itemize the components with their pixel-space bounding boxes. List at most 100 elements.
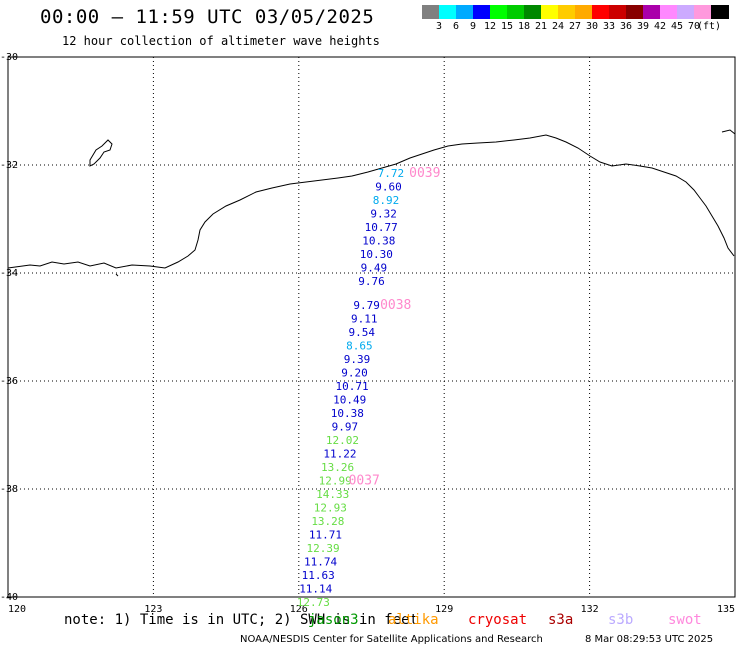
lat-lon-grid (7, 56, 736, 598)
satellite-s3a: s3a (548, 612, 574, 628)
wave-height-value: 9.20 (341, 367, 368, 380)
legend-swatch (490, 5, 508, 19)
wave-height-value: 9.32 (370, 207, 397, 220)
legend-label: 15 (500, 21, 514, 32)
wave-height-value: 12.73 (297, 596, 330, 609)
pass-time-label: 0037 (349, 474, 380, 489)
legend-label: 39 (636, 21, 650, 32)
wave-height-value: 9.39 (344, 353, 371, 366)
wave-height-value: 9.49 (361, 261, 388, 274)
satellite-s3b: s3b (608, 612, 634, 628)
wave-height-value: 9.79 (353, 299, 380, 312)
wave-height-value: 9.60 (375, 180, 402, 193)
satellite-swot: swot (668, 612, 702, 628)
legend-label: 33 (602, 21, 616, 32)
legend-swatch (643, 5, 661, 19)
legend-label: 27 (568, 21, 582, 32)
legend-label: 18 (517, 21, 531, 32)
lat-tick-label: -36 (0, 376, 18, 387)
lon-tick-label: 120 (8, 604, 26, 615)
wave-height-value: 9.11 (351, 313, 378, 326)
legend-label: 30 (585, 21, 599, 32)
legend-swatch (626, 5, 644, 19)
wave-height-value: 14.33 (316, 488, 349, 501)
coastline (7, 129, 736, 277)
legend-swatch (473, 5, 491, 19)
australia-coast (7, 134, 735, 269)
wave-height-value: 7.72 (378, 167, 405, 180)
lat-tick-label: -40 (0, 592, 18, 603)
lat-tick-label: -38 (0, 484, 18, 495)
axis-ticks: 120 123 126 129 132 135 -30 -32 -34 -36 -38 -40 (0, 52, 735, 615)
wave-height-value: 12.93 (314, 502, 347, 515)
legend-swatch (677, 5, 695, 19)
wave-height-value: 10.71 (336, 380, 369, 393)
legend-label: 42 (653, 21, 667, 32)
legend-swatch (524, 5, 542, 19)
wave-height-value: 11.63 (302, 569, 335, 582)
wave-height-value: 10.38 (362, 234, 395, 247)
wave-height-value: 10.38 (331, 407, 364, 420)
map-title: 00:00 – 11:59 UTC 03/05/2025 (40, 6, 375, 28)
legend-swatch (541, 5, 559, 19)
wave-height-value: 11.22 (323, 448, 356, 461)
wave-height-value: 8.92 (373, 194, 400, 207)
lat-tick-label: -34 (0, 268, 18, 279)
satellite-altika: altika (388, 612, 439, 628)
wave-height-value: 8.65 (346, 340, 373, 353)
pass-time-label: 0039 (409, 166, 440, 181)
legend-swatch (558, 5, 576, 19)
legend-label: 6 (452, 21, 460, 32)
legend-swatch (660, 5, 678, 19)
wave-height-value: 12.39 (306, 542, 339, 555)
legend-label: 12 (483, 21, 497, 32)
wave-height-value: 9.54 (349, 326, 376, 339)
island-coast (721, 129, 736, 135)
lat-tick-label: -30 (0, 52, 18, 63)
legend-label: 3 (435, 21, 443, 32)
legend-swatch (422, 5, 440, 19)
wave-height-value: 11.71 (309, 529, 342, 542)
wave-height-value: 10.30 (360, 248, 393, 261)
wave-height-value: 10.77 (365, 221, 398, 234)
wave-height-value: 12.99 (319, 475, 352, 488)
satellite-cryosat: cryosat (468, 612, 528, 628)
legend-swatch (694, 5, 712, 19)
lon-tick-label: 135 (717, 604, 735, 615)
wave-height-value: 9.97 (332, 421, 359, 434)
wave-height-value: 11.74 (304, 556, 337, 569)
wave-height-value: 10.49 (333, 394, 366, 407)
footer-timestamp: 8 Mar 08:29:53 UTC 2025 (585, 634, 714, 645)
note-text: note: 1) Time is in UTC; 2) SWH is in fe… (64, 612, 419, 628)
lon-tick-label: 126 (290, 604, 308, 615)
lon-tick-label: 129 (435, 604, 453, 615)
satellite-jason3: jason3 (308, 612, 359, 628)
legend-swatch (507, 5, 525, 19)
legend-label: 24 (551, 21, 565, 32)
wave-height-value: 13.26 (321, 461, 354, 474)
lon-tick-label: 123 (144, 604, 162, 615)
islet-coast (115, 273, 119, 277)
legend-label: 9 (469, 21, 477, 32)
footer-credit: NOAA/NESDIS Center for Satellite Applica… (240, 634, 543, 645)
pass-time-label: 0038 (380, 298, 411, 313)
legend-label: 21 (534, 21, 548, 32)
legend-label: 36 (619, 21, 633, 32)
legend-swatch (711, 5, 729, 19)
legend-swatch (592, 5, 610, 19)
map-frame (7, 56, 736, 598)
legend-label: 45 (670, 21, 684, 32)
map-subtitle: 12 hour collection of altimeter wave hei… (62, 34, 380, 48)
altimeter-track: 7.729.608.929.3210.7710.3810.309.499.769… (297, 166, 441, 609)
legend-swatch (456, 5, 474, 19)
legend-swatch (609, 5, 627, 19)
wave-height-value: 12.02 (326, 434, 359, 447)
wave-height-value: 11.14 (299, 583, 332, 596)
lon-tick-label: 132 (581, 604, 599, 615)
island-coast (89, 139, 113, 167)
legend-swatch (439, 5, 457, 19)
lat-tick-label: -32 (0, 160, 18, 171)
wave-height-value: 13.28 (311, 515, 344, 528)
legend-swatch (575, 5, 593, 19)
